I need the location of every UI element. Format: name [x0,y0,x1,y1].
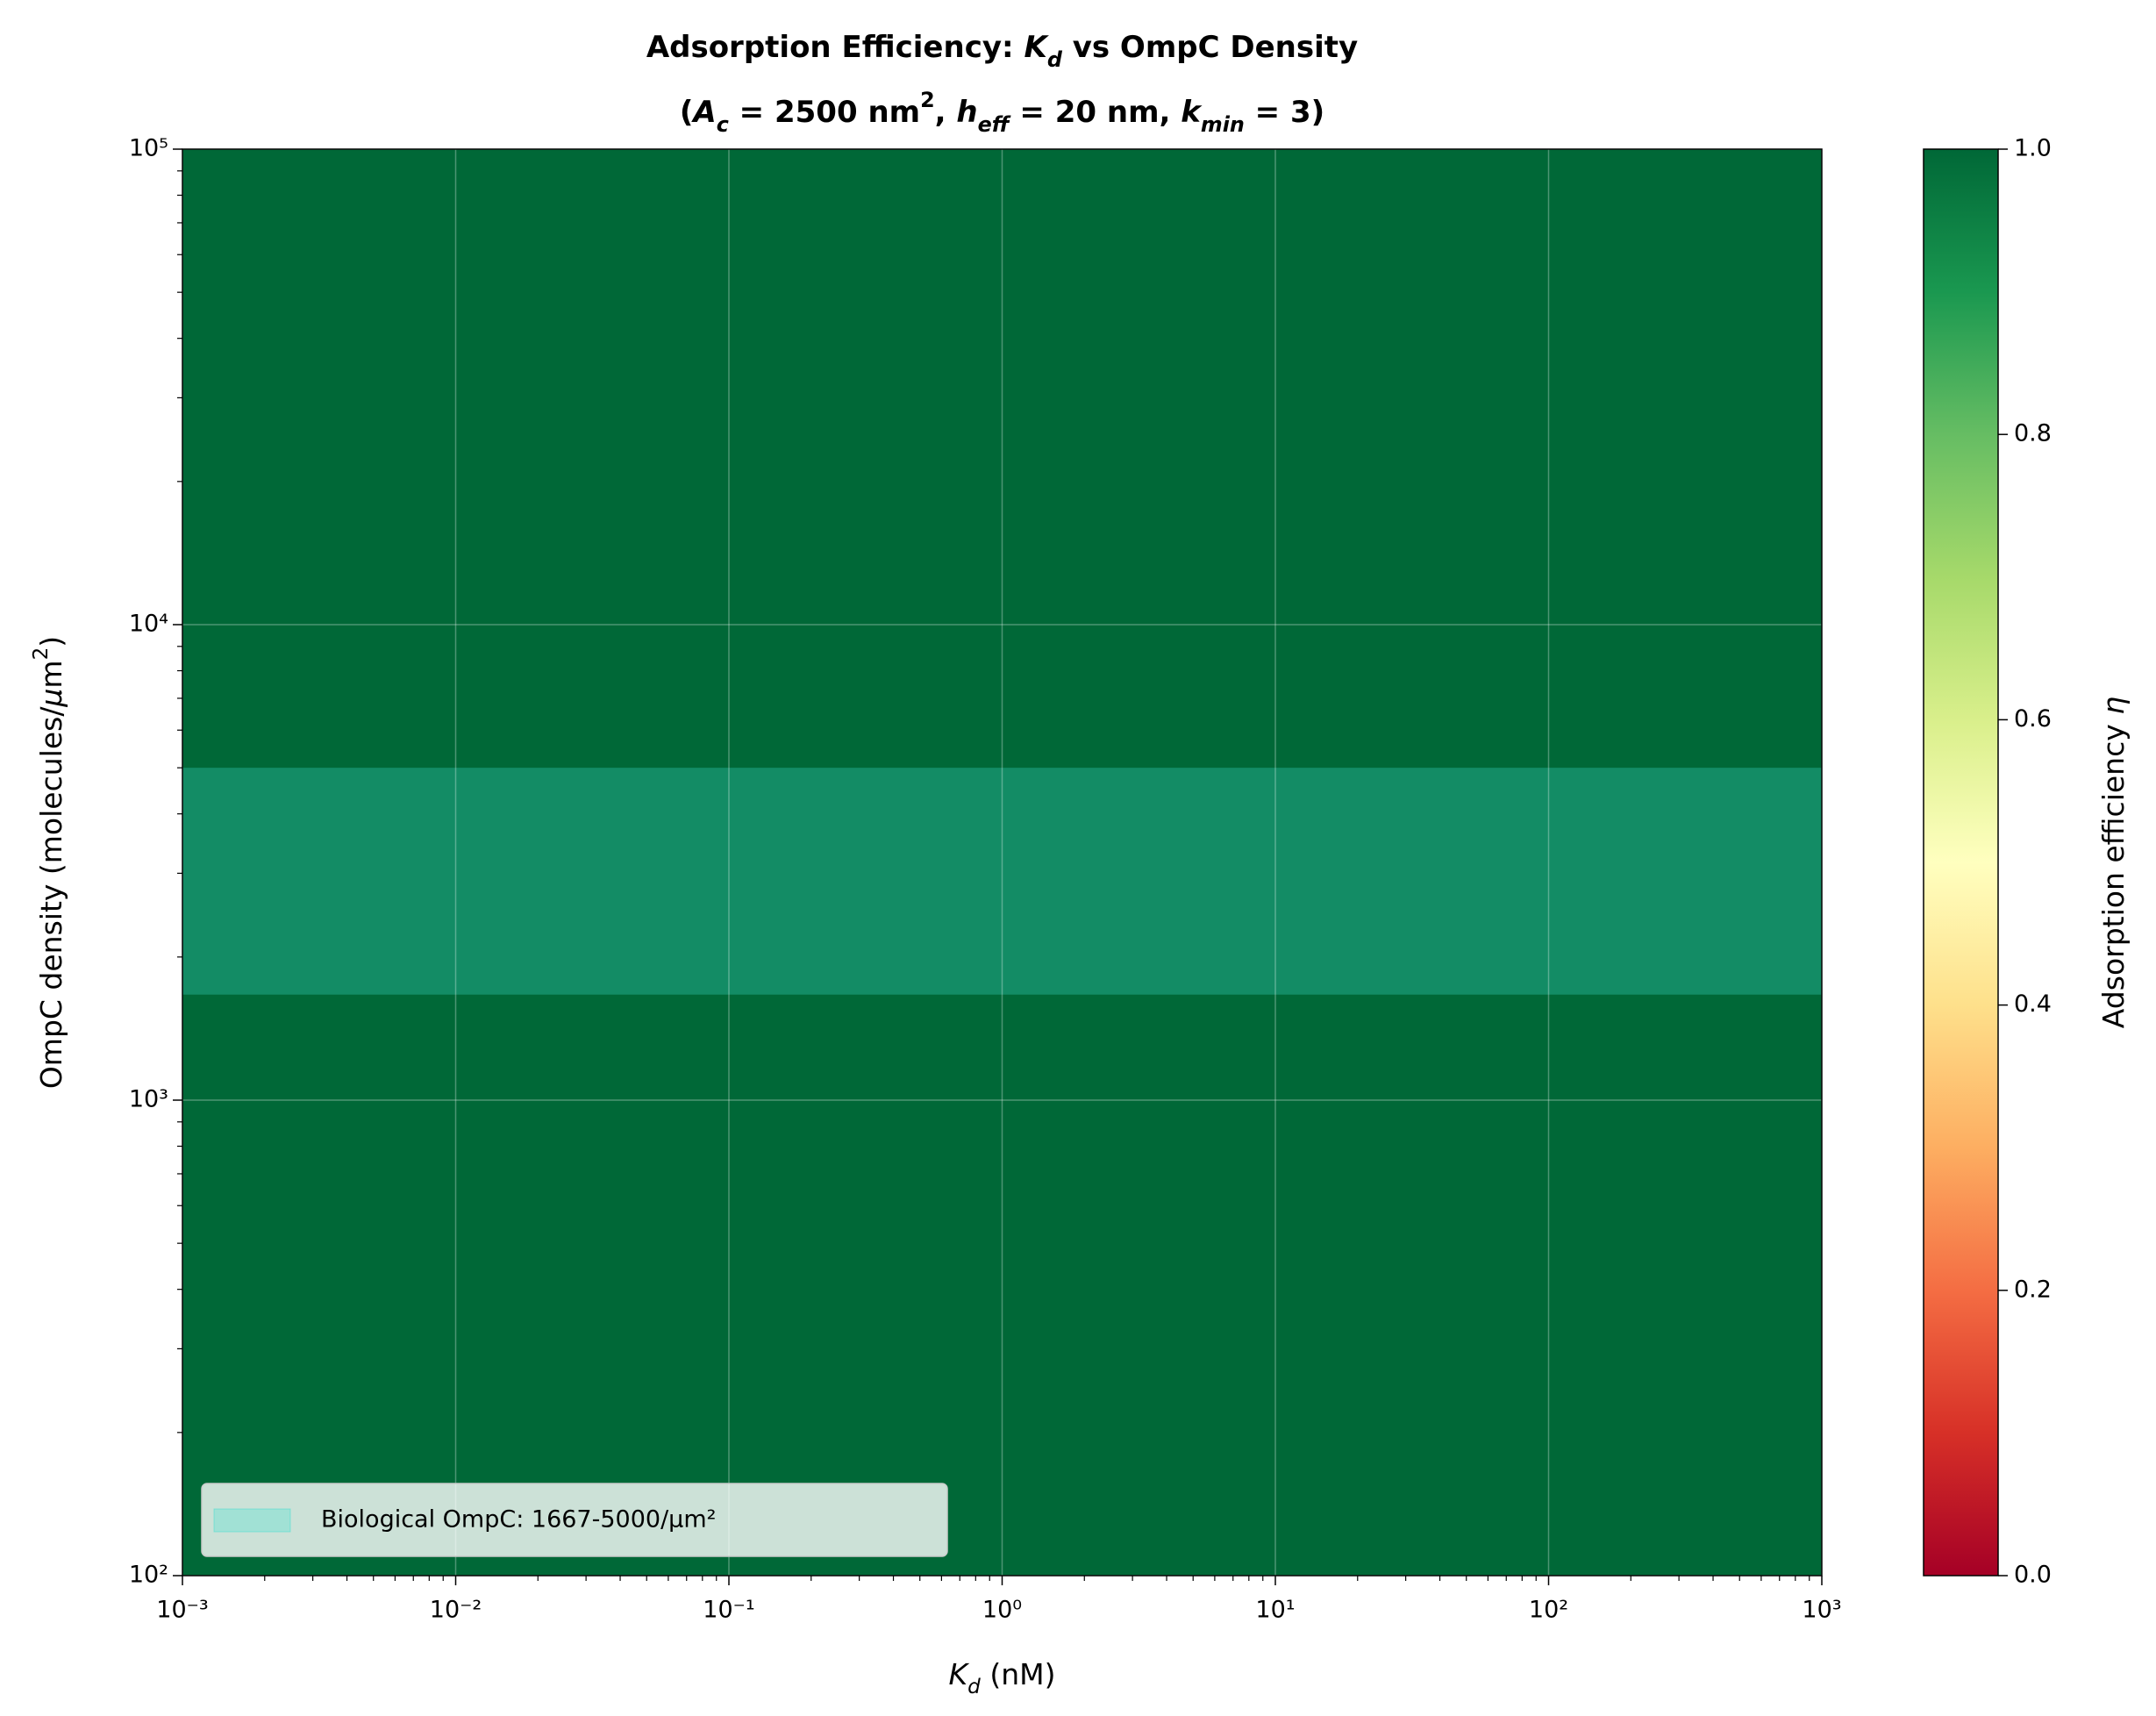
chart-title: Adsorption Efficiency: Kd vs OmpC Densit… [646,30,1358,72]
text-part: = 2500 nm [729,95,920,130]
text-part: = 20 nm, [1010,95,1182,130]
x-axis-label: Kd (nM) [949,1657,1056,1698]
x-tick-label: 10³ [1802,1597,1841,1624]
colorbar-tick-label: 0.0 [2014,1562,2052,1589]
text-part: A [690,95,716,130]
text-part: d [967,1676,981,1698]
y-tick-label: 10³ [129,1086,168,1113]
span-band [182,768,1822,995]
y-tick-label: 10⁴ [129,611,168,638]
colorbar [1923,148,1999,1577]
text-part: Adsorption efficiency [2096,715,2131,1028]
text-part: , [935,95,957,130]
text-part: m [34,660,68,688]
y-axis-label: OmpC density (molecules/μm2) [30,636,68,1089]
text-part: K [1024,30,1049,65]
text-part: K [949,1657,970,1691]
legend-label: Biological OmpC: 1667-5000/μm² [321,1506,716,1534]
colorbar-tick-label: 0.8 [2014,420,2052,447]
chart-title: (Ac = 2500 nm2, heff = 20 nm, kmin = 3) [680,88,1324,137]
x-tick-label: 10⁻¹ [703,1597,754,1624]
x-tick-label: 10⁰ [982,1597,1022,1624]
legend-swatch [213,1508,291,1533]
text-part: η [2096,697,2131,715]
x-tick-label: 10¹ [1255,1597,1295,1624]
x-tick-label: 10⁻² [430,1597,482,1624]
colorbar-label: Adsorption efficiency η [2096,697,2131,1028]
y-tick-label: 10⁵ [129,135,168,162]
text-part: (nM) [981,1657,1056,1691]
text-part: μ [34,689,68,708]
x-tick-label: 10⁻³ [156,1597,208,1624]
colorbar-tick-label: 1.0 [2014,135,2052,162]
text-part: d [1047,47,1063,72]
text-part: h [956,95,977,130]
text-part: OmpC density (molecules/ [34,706,68,1089]
text-part: min [1201,112,1245,137]
text-part: 2 [30,647,53,661]
text-part: k [1181,95,1203,130]
x-tick-label: 10² [1529,1597,1568,1624]
text-part: eff [978,112,1011,137]
colorbar-tick-label: 0.6 [2014,705,2052,733]
legend-box [201,1483,948,1557]
text-part: 2 [920,88,935,112]
heatmap-cell [182,149,1822,1576]
y-tick-label: 10² [129,1562,168,1589]
colorbar-tick-label: 0.4 [2014,990,2052,1018]
text-part: ( [680,95,694,130]
text-part: Adsorption Efficiency: [646,30,1024,65]
text-part: = 3) [1245,95,1324,130]
text-part: c [717,112,729,137]
text-part: vs OmpC Density [1062,30,1358,65]
plot-frame [182,148,1823,1577]
colorbar-tick-label: 0.2 [2014,1276,2052,1303]
text-part: ) [34,636,68,647]
